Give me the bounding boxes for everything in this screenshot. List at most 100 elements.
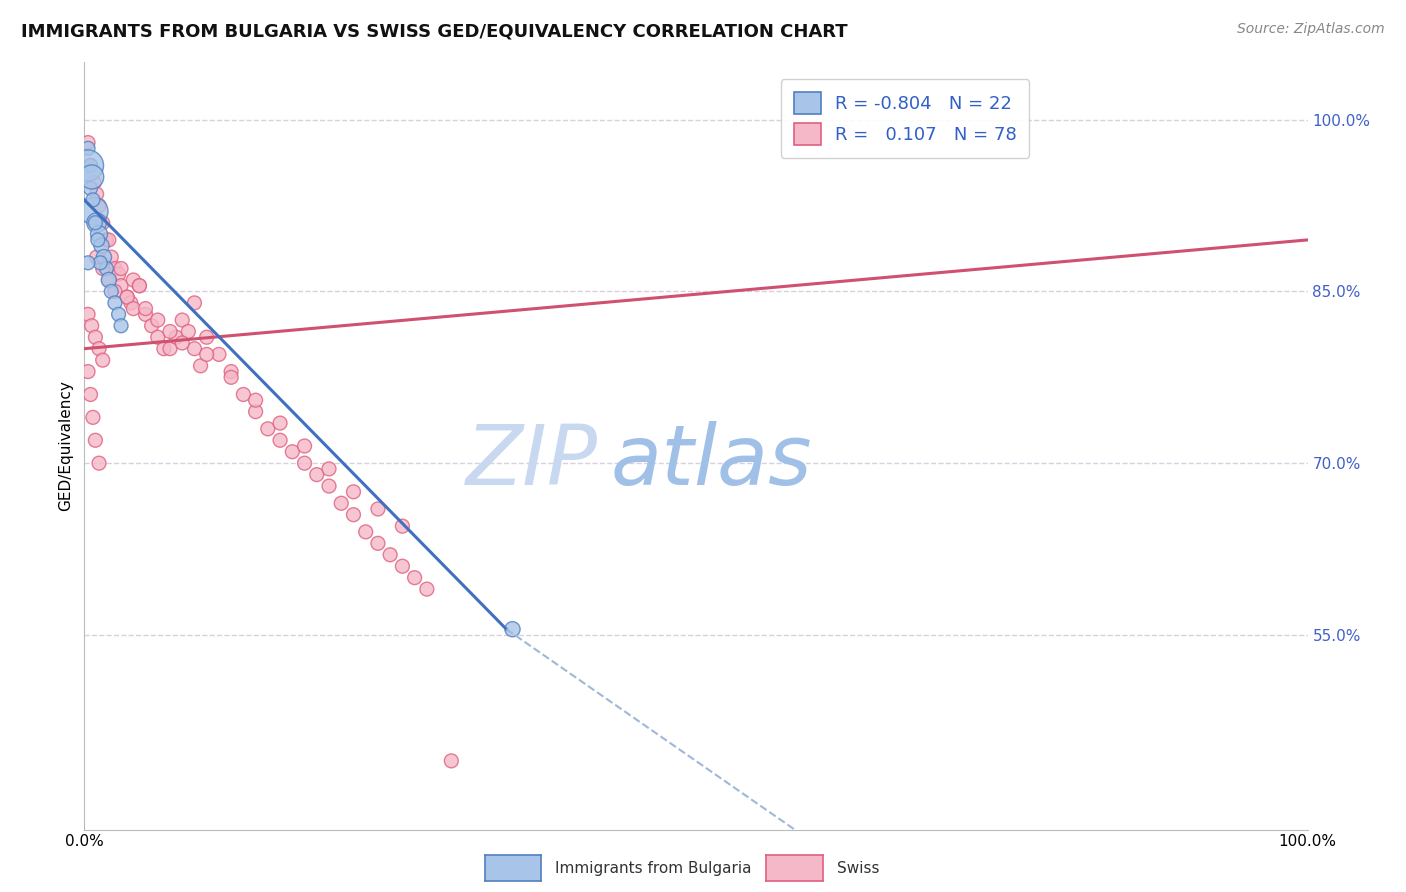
Point (77, 256, 100, 270)
Point (219, 365, 242, 379)
Point (84, 216, 107, 230)
Point (115, 290, 138, 304)
Point (86, 216, 108, 230)
Point (96, 233, 118, 247)
Point (172, 335, 194, 350)
Point (90, 238, 112, 252)
Point (87, 233, 110, 247)
Point (367, 502, 389, 516)
Point (257, 422, 280, 436)
Point (330, 496, 353, 510)
Point (97, 273, 120, 287)
Point (96, 261, 118, 276)
Point (219, 370, 242, 384)
Point (91, 261, 114, 276)
Point (318, 479, 340, 493)
Point (97, 273, 120, 287)
Point (146, 330, 169, 344)
Point (245, 404, 267, 418)
Point (153, 342, 176, 356)
Point (104, 285, 127, 299)
Point (159, 325, 181, 339)
Point (416, 582, 439, 596)
Point (502, 622, 524, 636)
Point (89, 256, 111, 270)
Point (195, 330, 218, 344)
Point (404, 571, 426, 585)
Point (135, 301, 157, 316)
Point (367, 536, 389, 550)
Point (107, 307, 129, 321)
Point (79, 159, 101, 173)
Point (245, 393, 267, 408)
Point (122, 273, 145, 287)
Point (128, 278, 150, 293)
Point (165, 330, 187, 344)
Point (87, 227, 110, 242)
Legend: R = -0.804   N = 22, R =   0.107   N = 78: R = -0.804 N = 22, R = 0.107 N = 78 (780, 79, 1029, 158)
Text: Swiss: Swiss (837, 862, 879, 876)
Point (100, 285, 122, 299)
Point (107, 267, 129, 281)
Point (110, 261, 132, 276)
Point (294, 439, 316, 453)
Point (269, 434, 291, 448)
Point (294, 456, 316, 470)
Point (82, 410, 104, 425)
Point (269, 416, 291, 430)
Point (86, 250, 108, 264)
Point (91, 353, 114, 368)
Point (195, 347, 218, 361)
Point (79, 159, 101, 173)
Point (305, 467, 328, 482)
Point (208, 347, 231, 361)
Point (380, 548, 402, 562)
Point (391, 519, 413, 533)
Point (97, 233, 120, 247)
Point (354, 524, 377, 539)
Point (110, 318, 132, 333)
Point (232, 387, 254, 401)
Point (440, 754, 463, 768)
Point (342, 484, 364, 499)
Point (80, 318, 103, 333)
Point (177, 325, 200, 339)
Point (87, 456, 110, 470)
Point (84, 434, 107, 448)
Point (87, 198, 110, 212)
Point (183, 296, 205, 310)
Point (342, 508, 364, 522)
Point (110, 278, 132, 293)
Point (104, 261, 127, 276)
Y-axis label: GED/Equivalency: GED/Equivalency (58, 381, 73, 511)
Point (91, 216, 114, 230)
Point (159, 342, 181, 356)
Text: ZIP: ZIP (467, 421, 598, 502)
Point (79, 387, 101, 401)
Point (79, 181, 101, 195)
Point (318, 462, 340, 476)
Text: Source: ZipAtlas.com: Source: ZipAtlas.com (1237, 22, 1385, 37)
Point (82, 193, 104, 207)
Point (87, 342, 110, 356)
Point (122, 301, 145, 316)
Point (281, 444, 304, 458)
Point (77, 141, 100, 155)
Text: IMMIGRANTS FROM BULGARIA VS SWISS GED/EQUIVALENCY CORRELATION CHART: IMMIGRANTS FROM BULGARIA VS SWISS GED/EQ… (21, 22, 848, 40)
Point (135, 307, 157, 321)
Point (84, 330, 107, 344)
Point (93, 250, 115, 264)
Point (86, 187, 108, 202)
Point (141, 318, 163, 333)
Text: atlas: atlas (610, 421, 813, 502)
Point (190, 359, 212, 373)
Text: Immigrants from Bulgaria: Immigrants from Bulgaria (555, 862, 752, 876)
Point (104, 296, 127, 310)
Point (128, 278, 150, 293)
Point (183, 342, 205, 356)
Point (77, 136, 100, 150)
Point (391, 559, 413, 574)
Point (120, 296, 142, 310)
Point (77, 307, 100, 321)
Point (83, 204, 105, 219)
